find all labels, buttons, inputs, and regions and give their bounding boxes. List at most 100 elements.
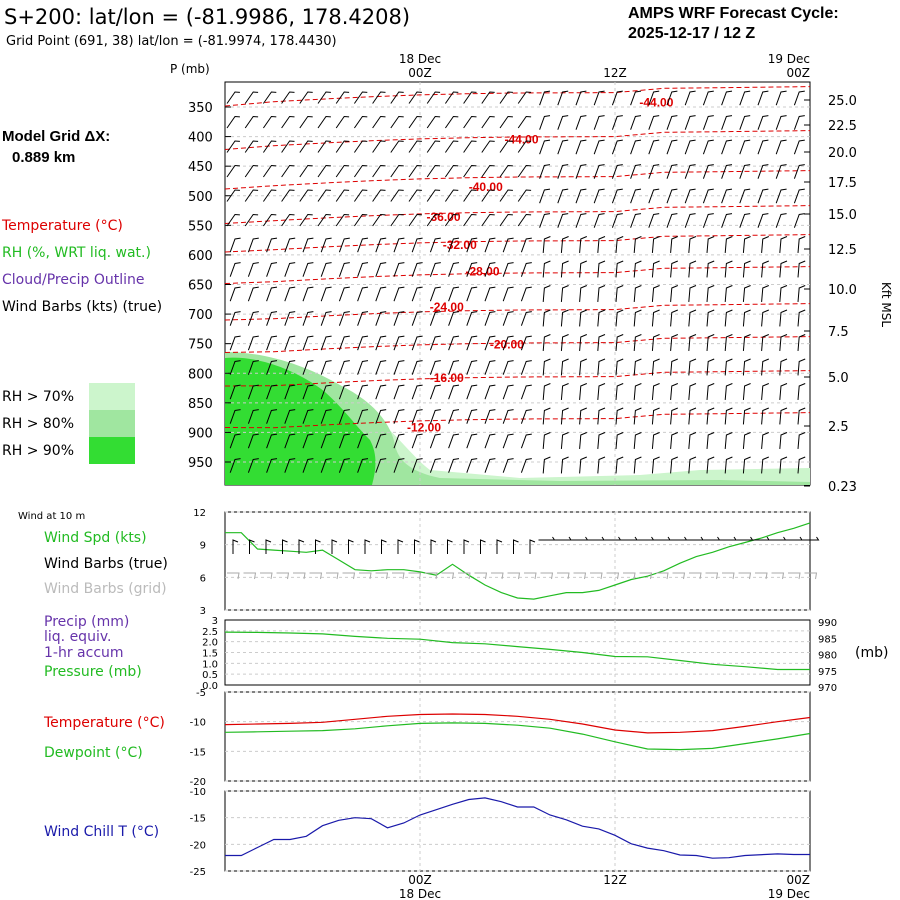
wind-barb-grid: [738, 572, 752, 580]
wind-barb: [593, 164, 605, 179]
pressure-tick-label: 450: [188, 160, 213, 175]
wind-barb: [742, 407, 751, 425]
wind-barb: [797, 383, 806, 400]
wind-barb: [579, 334, 587, 351]
wind-barb: [542, 334, 551, 351]
wind-barb: [281, 115, 295, 129]
panel-tick-label: 12: [193, 508, 206, 519]
wind-barb: [666, 115, 678, 130]
wind-barb: [426, 164, 441, 178]
wind-barb: [688, 285, 697, 302]
wind-barb: [502, 311, 514, 326]
wind-barb: [575, 188, 587, 204]
wind-barb: [481, 115, 495, 129]
wind-barb: [706, 309, 715, 327]
pressure-tick-label: 980: [818, 651, 837, 662]
wind-barb: [466, 360, 478, 375]
wind-barb: [688, 236, 697, 253]
wind-barb: [666, 164, 678, 179]
wind-barb: [597, 383, 606, 400]
wind-barb: [615, 383, 624, 400]
wind-barb: [702, 188, 714, 204]
wind-barb-true: [703, 536, 721, 541]
wind-barb: [338, 458, 350, 473]
wind-barb: [320, 262, 332, 277]
temp-panel: -20 -15 -10 -5: [190, 688, 811, 788]
wind-barb: [724, 309, 733, 327]
wind-barb: [630, 188, 642, 204]
wind-barb-true: [802, 536, 820, 541]
wind-barb: [444, 115, 459, 129]
wind-barb: [463, 164, 477, 178]
wind-barb: [684, 115, 696, 130]
wind-barb: [611, 188, 623, 204]
wind-barb: [393, 311, 405, 326]
wind-barb: [317, 213, 331, 227]
height-tick-label: 0.23: [828, 480, 857, 495]
wind-barb: [539, 213, 551, 228]
legend-precip-accum: 1-hr accum: [44, 645, 124, 661]
wind-barb: [411, 262, 423, 277]
wind-barb-grid: [392, 572, 405, 580]
wind-barb: [593, 213, 605, 228]
wind-barb: [721, 115, 733, 130]
wind-barb: [226, 189, 240, 202]
wind-barb: [353, 213, 368, 227]
wind-barb: [633, 236, 642, 253]
wind-barb: [615, 432, 624, 449]
wind-barb: [611, 90, 623, 106]
wind-barb: [721, 213, 733, 228]
wind-barb: [393, 286, 405, 302]
wind-barb: [684, 213, 696, 228]
isotherm-line: [224, 234, 811, 253]
wind-barb: [317, 189, 331, 202]
wind-barb: [408, 189, 422, 202]
wind-barb: [411, 409, 423, 424]
wind-barb: [742, 260, 751, 278]
wind-barb: [797, 260, 806, 278]
wind-barb: [615, 236, 624, 253]
wind-barb: [481, 189, 495, 202]
wind-barb: [688, 407, 697, 425]
wind-barb: [651, 456, 660, 474]
wind-barb: [779, 309, 788, 327]
height-tick-label: 5.0: [828, 371, 849, 386]
isotherm-label: -40.00: [469, 180, 503, 194]
pressure-unit-label: (mb): [855, 645, 888, 661]
wind-barb: [793, 188, 805, 204]
wind-barb: [372, 115, 386, 129]
wind-barb: [670, 456, 678, 474]
wind-barb: [484, 262, 496, 277]
wind-barb: [499, 140, 513, 153]
wind-barb-grid: [227, 572, 240, 580]
wind-barb: [615, 334, 624, 351]
grid-point-subtitle: Grid Point (691, 38) lat/lon = (-81.9974…: [6, 34, 337, 49]
wind-barb: [284, 409, 296, 424]
wind-barb: [335, 189, 350, 202]
pressure-tick-label: 650: [188, 279, 213, 294]
wind-barb: [320, 311, 332, 326]
wind-barb: [560, 383, 569, 400]
wind-barb: [517, 213, 532, 227]
page-title: S+200: lat/lon = (-81.9986, 178.4208): [4, 5, 410, 29]
wind-barb: [448, 409, 460, 424]
wind-barb: [262, 140, 277, 153]
wind-barb: [229, 360, 241, 375]
time-tick-label: 00Z: [408, 66, 432, 80]
wind-barb: [302, 311, 314, 326]
wind-barb-true: [282, 539, 288, 554]
wind-barb-grid: [689, 572, 702, 580]
wind-barb: [281, 164, 295, 178]
wind-barb: [247, 286, 259, 302]
isotherms: -44.00 -44.00 -40.00 -36.00 -32.00 -28.00 -24.…: [224, 86, 811, 435]
isotherm-label: -16.00: [430, 371, 464, 385]
wind-barb: [779, 383, 788, 400]
wind-barb: [724, 334, 733, 351]
wind-barb: [226, 91, 240, 104]
bottom-date-tick: 18 Dec: [399, 887, 441, 900]
precip-panel: 0.00.51.01.52.02.53 970 975 980 985 990: [202, 616, 837, 694]
wind-barb: [702, 164, 714, 179]
wind-barb-grid: [722, 572, 735, 580]
wind-barb-grid: [705, 572, 719, 580]
wind-barb-true: [447, 539, 453, 554]
